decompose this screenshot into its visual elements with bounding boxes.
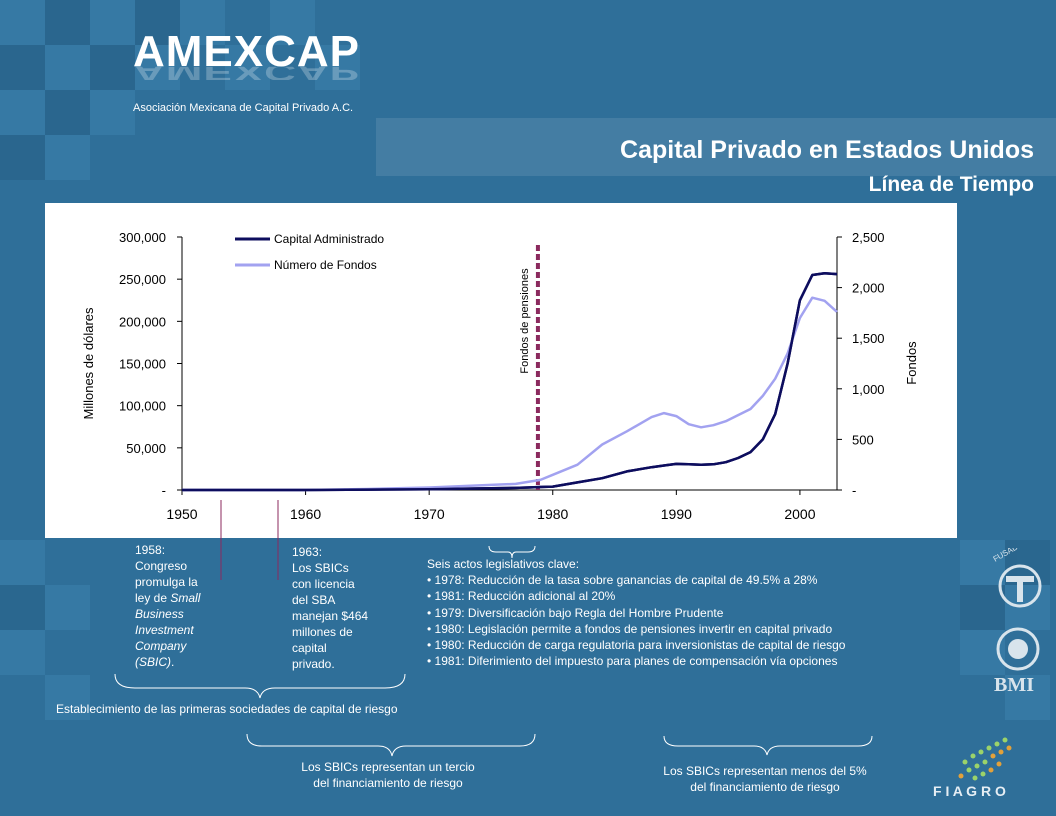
svg-text:BMI: BMI [994,674,1034,695]
list-item: 1978: Reducción de la tasa sobre gananci… [427,572,927,588]
list-item: 1981: Reducción adicional al 20% [427,588,927,604]
chart-panel: - 50,000 100,000 150,000 200,000 250,000 300,0… [45,203,957,538]
y-left-tick-label: 200,000 [119,314,166,329]
x-tick-label: 1990 [661,506,692,522]
logo-subtitle: Asociación Mexicana de Capital Privado A… [133,102,354,114]
y-right-tick-label: 1,000 [852,382,885,397]
y-right-tick-label: 2,500 [852,230,885,245]
fusades-logo: FUSADES [992,548,1042,608]
legislative-acts: Seis actos legislativos clave: 1978: Red… [427,556,927,669]
fiagro-logo: F I A G R O [933,737,1012,799]
brace-establishment [114,673,406,699]
pension-funds-label: Fondos de pensiones [519,268,531,374]
brace-label-five-percent: Los SBICs representan menos del 5% del f… [663,764,867,794]
list-item: 1980: Reducción de carga regulatoria par… [427,637,927,653]
y-right-tick-label: 2,000 [852,281,885,296]
page-subtitle: Línea de Tiempo [868,173,1034,196]
brace-label-establishment: Establecimiento de las primeras sociedad… [56,702,398,716]
amexcap-logo: AMEXCAP AMEXCAP Asociación Mexicana de C… [133,27,361,115]
y-left-tick-label: 150,000 [119,357,166,372]
x-tick-label: 1970 [414,506,445,522]
page-title: Capital Privado en Estados Unidos [620,136,1034,164]
brace-one-third [246,733,536,757]
acts-list: 1978: Reducción de la tasa sobre gananci… [427,572,927,669]
fiagro-text: F I A G R O [933,783,1006,799]
y-left-tick-label: 100,000 [119,399,166,414]
title-band [376,118,1056,176]
y-left-tick-label: 50,000 [126,441,166,456]
series-line-numero-de-fondos [182,296,838,492]
list-item: 1981: Diferimiento del impuesto para pla… [427,653,927,669]
x-tick-label: 1960 [290,506,321,522]
acts-heading: Seis actos legislativos clave: [427,557,580,571]
y-right-axis-label: Fondos [904,341,919,385]
y-left-tick-label: - [162,483,166,498]
legend-label: Número de Fondos [274,258,377,272]
list-item: 1979: Diversificación bajo Regla del Hom… [427,605,927,621]
brace-label-one-third: Los SBICs representan un tercio del fina… [301,760,475,790]
legend-label: Capital Administrado [274,232,384,246]
bmi-logo: BMI [994,627,1040,695]
brace-acts [488,545,536,559]
y-right-tick-label: - [852,483,856,498]
line-chart: - 50,000 100,000 150,000 200,000 250,000 300,0… [81,230,919,522]
list-item: 1980: Legislación permite a fondos de pe… [427,621,927,637]
brace-five-percent [663,735,873,756]
y-left-tick-label: 250,000 [119,272,166,287]
annotation-1963: 1963: Los SBICs con licencia del SBA man… [292,545,369,671]
y-left-axis-label: Millones de dólares [81,307,96,420]
logo-text: AMEXCAP [133,27,361,76]
x-tick-label: 1950 [166,506,197,522]
y-left-tick-label: 300,000 [119,230,166,245]
x-tick-label: 2000 [784,506,815,522]
svg-text:FUSADES: FUSADES [992,548,1029,564]
series-line-capital-administrado-top [182,272,838,492]
annotation-1958: 1958: Congreso promulga la ley de Small … [135,543,201,669]
y-right-tick-label: 500 [852,432,874,447]
x-tick-label: 1980 [537,506,568,522]
y-right-tick-label: 1,500 [852,331,885,346]
